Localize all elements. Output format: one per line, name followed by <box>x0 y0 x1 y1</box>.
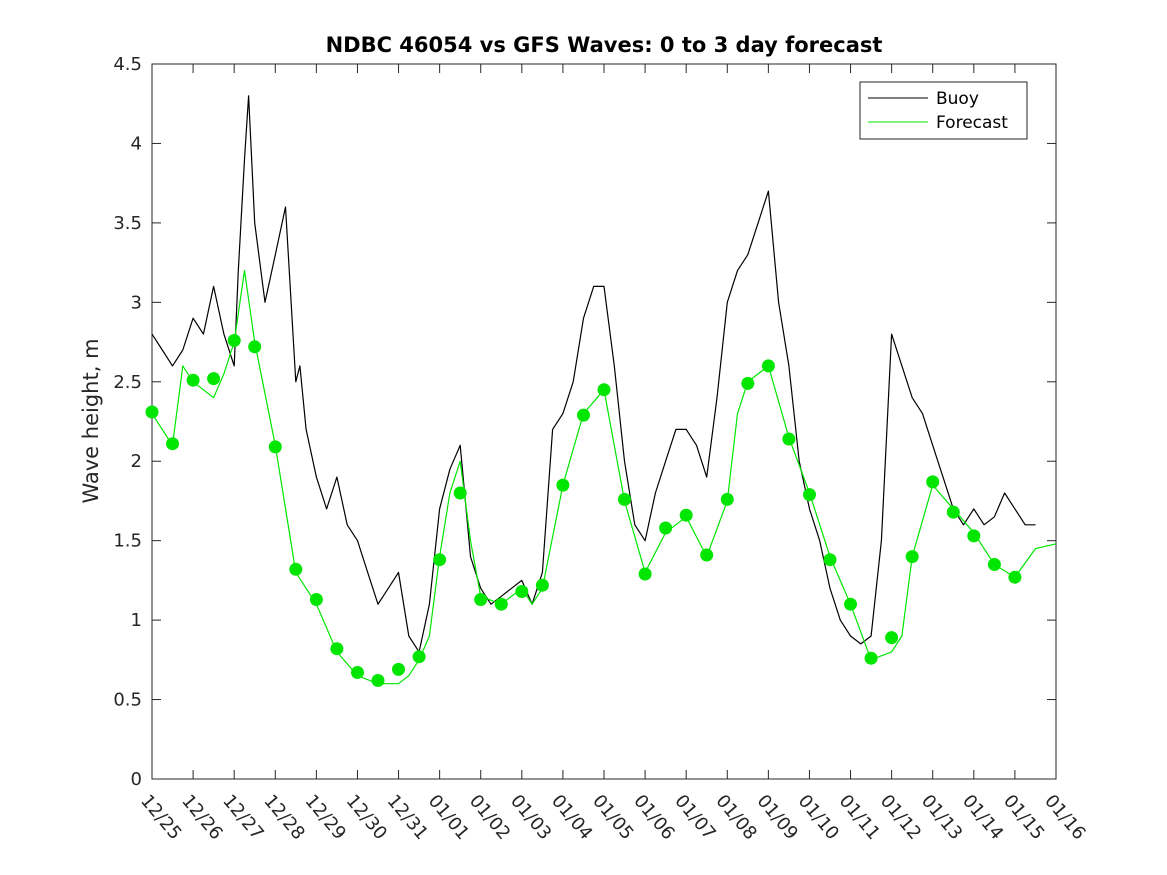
forecast-marker <box>474 593 488 606</box>
y-tick-label: 3 <box>131 292 142 313</box>
forecast-marker <box>823 553 837 567</box>
legend: Buoy Forecast <box>859 81 1028 140</box>
forecast-marker <box>967 529 981 543</box>
forecast-marker <box>186 373 200 387</box>
legend-label-buoy: Buoy <box>936 89 979 109</box>
forecast-marker <box>227 334 241 347</box>
forecast-marker <box>618 492 631 506</box>
forecast-marker <box>741 376 755 390</box>
forecast-marker <box>309 593 323 606</box>
y-axis: 0 0.5 1 1.5 2 2.5 3 3.5 4 4.5 <box>113 54 1056 790</box>
forecast-marker <box>926 475 940 489</box>
forecast-marker <box>412 650 426 664</box>
legend-box <box>859 81 1028 140</box>
forecast-marker <box>392 662 405 676</box>
forecast-marker <box>207 372 221 386</box>
forecast-marker <box>268 440 282 454</box>
forecast-marker <box>844 597 857 611</box>
forecast-marker <box>289 562 303 576</box>
forecast-marker <box>556 478 570 492</box>
forecast-marker <box>494 597 508 611</box>
forecast-marker <box>679 508 693 522</box>
y-axis-label: Wave height, m <box>79 338 103 503</box>
plot-frame <box>151 63 1057 780</box>
forecast-marker <box>761 359 775 373</box>
forecast-markers <box>145 334 1022 687</box>
forecast-marker <box>782 432 796 446</box>
plot-area: 00.511.522.533.544.5 12/2512/2612/2712/2… <box>113 54 1089 844</box>
y-tick-label: 4.5 <box>113 54 142 75</box>
forecast-marker <box>453 486 467 500</box>
forecast-marker <box>905 550 919 564</box>
forecast-marker <box>145 405 159 419</box>
y-tick-label: 1.5 <box>113 531 142 552</box>
forecast-marker <box>433 553 447 567</box>
y-tick-label: 0.5 <box>113 690 142 711</box>
series-line-buoy <box>151 95 1036 653</box>
forecast-marker <box>638 567 652 581</box>
forecast-marker <box>864 651 878 665</box>
forecast-marker <box>803 488 816 502</box>
y-tick-label: 3.5 <box>113 213 142 234</box>
forecast-marker <box>371 674 385 687</box>
forecast-marker <box>577 408 590 422</box>
y-tick-label: 2 <box>131 451 142 472</box>
legend-label-forecast: Forecast <box>936 113 1008 133</box>
forecast-marker <box>330 642 344 656</box>
y-tick-label: 0 <box>131 769 142 790</box>
forecast-marker <box>1008 570 1022 584</box>
forecast-marker <box>700 548 714 562</box>
forecast-marker <box>597 383 611 397</box>
chart-title: NDBC 46054 vs GFS Waves: 0 to 3 day fore… <box>326 33 883 57</box>
forecast-marker <box>885 631 899 645</box>
forecast-marker <box>166 437 179 451</box>
y-tick-label: 2.5 <box>113 372 142 393</box>
y-tick-label: 4 <box>131 133 142 154</box>
y-tick-label: 1 <box>131 610 142 631</box>
forecast-marker <box>946 505 960 519</box>
forecast-marker <box>248 340 262 354</box>
forecast-marker <box>351 666 364 679</box>
forecast-marker <box>659 521 673 535</box>
forecast-marker <box>720 492 734 506</box>
forecast-marker <box>515 585 529 598</box>
forecast-marker <box>987 558 1001 571</box>
forecast-marker <box>535 578 549 592</box>
